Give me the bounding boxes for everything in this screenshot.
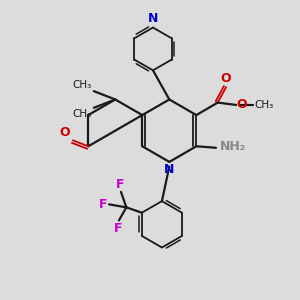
Text: N: N xyxy=(148,12,158,25)
Text: O: O xyxy=(221,72,231,85)
Text: NH₂: NH₂ xyxy=(220,140,246,153)
Text: F: F xyxy=(114,222,123,235)
Text: O: O xyxy=(237,98,248,112)
Text: F: F xyxy=(99,198,107,211)
Text: F: F xyxy=(116,178,124,191)
Text: CH₃: CH₃ xyxy=(73,80,92,90)
Text: CH₃: CH₃ xyxy=(254,100,273,110)
Text: O: O xyxy=(60,126,70,139)
Text: CH₃: CH₃ xyxy=(73,109,92,119)
Text: N: N xyxy=(164,164,175,176)
